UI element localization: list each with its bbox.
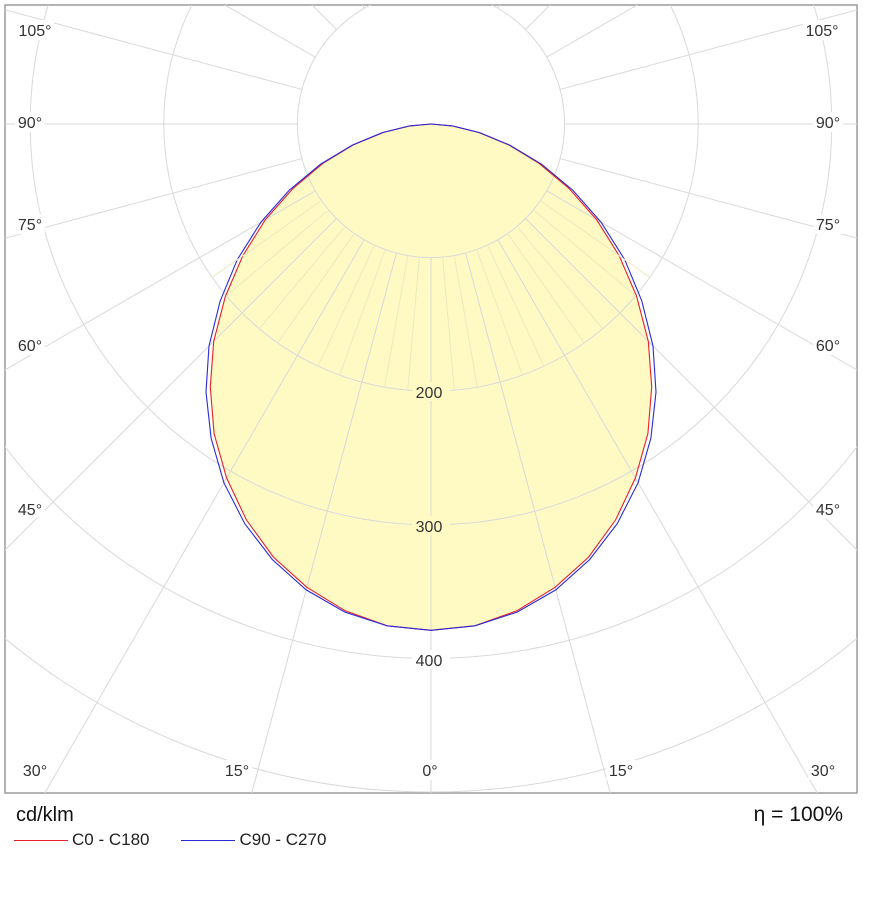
legend-item-c0-c180: C0 - C180 <box>14 830 149 850</box>
svg-text:45°: 45° <box>18 502 42 519</box>
intensity-curves <box>205 123 657 631</box>
svg-text:30°: 30° <box>811 763 835 780</box>
blue-line-icon <box>181 839 236 841</box>
polar-grid-overlay <box>211 200 651 391</box>
svg-text:75°: 75° <box>816 217 840 234</box>
legend-label: C0 - C180 <box>72 830 150 849</box>
legend-item-c90-c270: C90 - C270 <box>181 830 326 850</box>
svg-text:105°: 105° <box>18 23 51 40</box>
unit-label: cd/klm <box>16 804 74 826</box>
legend: C0 - C180 C90 - C270 <box>14 830 358 850</box>
svg-text:75°: 75° <box>18 217 42 234</box>
svg-text:400: 400 <box>416 653 443 670</box>
svg-text:0°: 0° <box>422 763 437 780</box>
svg-text:105°: 105° <box>805 23 838 40</box>
svg-text:45°: 45° <box>816 502 840 519</box>
svg-text:15°: 15° <box>225 763 249 780</box>
svg-text:15°: 15° <box>609 763 633 780</box>
axis-labels: 200 300 400 105° 90° 75° 60° 45° 30° 15° 0° 105° 90°… <box>15 20 843 780</box>
svg-text:90°: 90° <box>816 115 840 132</box>
svg-text:300: 300 <box>416 519 443 536</box>
polar-grid <box>5 5 857 793</box>
svg-text:200: 200 <box>416 385 443 402</box>
polar-chart: 200 300 400 105° 90° 75° 60° 45° 30° 15° 0° 105° 90°… <box>4 4 858 794</box>
red-line-icon <box>14 839 68 841</box>
svg-text:90°: 90° <box>18 115 42 132</box>
efficiency-label: η = 100% <box>753 803 843 826</box>
svg-text:60°: 60° <box>18 338 42 355</box>
legend-label: C90 - C270 <box>239 830 327 849</box>
svg-text:60°: 60° <box>816 338 840 355</box>
svg-text:30°: 30° <box>23 763 47 780</box>
